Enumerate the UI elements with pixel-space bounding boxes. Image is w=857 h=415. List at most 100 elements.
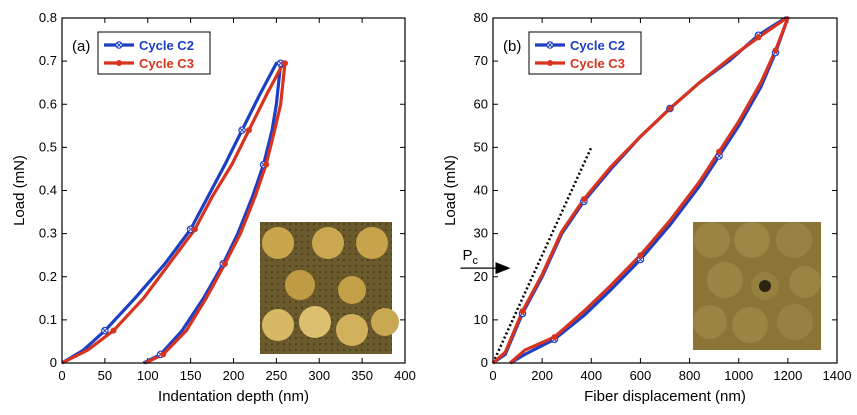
marker-cross xyxy=(239,127,245,133)
y-axis-label: Load (mN) xyxy=(442,155,459,226)
marker-cross xyxy=(116,42,122,48)
marker-cross xyxy=(188,226,193,232)
marker xyxy=(637,252,644,259)
x-axis-label: Fiber displacement (nm) xyxy=(584,388,746,405)
x-tick-label: 200 xyxy=(223,368,245,383)
x-tick-label: 1200 xyxy=(773,368,802,383)
marker-dot xyxy=(772,47,779,54)
marker xyxy=(666,105,673,112)
marker xyxy=(160,351,167,358)
y-tick-label: 0.2 xyxy=(39,269,57,284)
annotation-subscript: c xyxy=(473,255,479,267)
y-tick-label: 0 xyxy=(50,355,57,370)
marker-dot xyxy=(281,60,288,67)
panel-label: (b) xyxy=(503,38,521,55)
legend-label: Cycle C3 xyxy=(139,56,194,71)
panel-label: (a) xyxy=(72,38,90,55)
marker xyxy=(116,60,122,66)
marker xyxy=(281,60,288,67)
y-tick-label: 30 xyxy=(474,226,488,241)
y-tick-label: 0.1 xyxy=(39,312,57,327)
marker-dot xyxy=(637,252,644,259)
marker-dot xyxy=(716,148,723,155)
arrow-head xyxy=(495,262,511,275)
y-tick-label: 80 xyxy=(474,10,488,25)
inset-image-b xyxy=(693,222,821,350)
legend-label: Cycle C3 xyxy=(570,56,625,71)
x-tick-label: 0 xyxy=(489,368,496,383)
x-tick-label: 50 xyxy=(98,368,112,383)
plot-frame xyxy=(492,17,838,364)
marker-dot xyxy=(755,34,762,41)
y-tick-label: 20 xyxy=(474,269,488,284)
x-tick-label: 400 xyxy=(580,368,602,383)
y-tick-label: 0 xyxy=(481,355,488,370)
marker xyxy=(276,59,285,68)
marker-dot xyxy=(191,226,198,233)
x-tick-label: 300 xyxy=(308,368,330,383)
marker xyxy=(191,226,198,233)
x-tick-label: 600 xyxy=(630,368,652,383)
marker xyxy=(263,161,270,168)
marker xyxy=(221,260,228,267)
y-tick-label: 70 xyxy=(474,53,488,68)
marker-dot xyxy=(221,260,228,267)
x-tick-label: 800 xyxy=(679,368,701,383)
marker-dot xyxy=(245,127,252,134)
marker-dot xyxy=(116,60,122,66)
x-tick-label: 100 xyxy=(137,368,159,383)
y-tick-label: 0.3 xyxy=(39,226,57,241)
marker-cross xyxy=(547,42,553,48)
marker-dot xyxy=(551,334,558,341)
plot-frame xyxy=(61,17,406,364)
legend-label: Cycle C2 xyxy=(570,38,625,53)
y-tick-label: 40 xyxy=(474,183,488,198)
marker-dot xyxy=(519,308,526,315)
marker xyxy=(546,41,554,49)
marker xyxy=(772,47,779,54)
y-axis-label: Load (mN) xyxy=(11,155,28,226)
marker xyxy=(755,34,762,41)
marker xyxy=(547,60,553,66)
x-axis-label: Indentation depth (nm) xyxy=(158,388,309,405)
marker xyxy=(580,196,587,203)
x-tick-label: 0 xyxy=(58,368,65,383)
marker-dot xyxy=(263,161,270,168)
y-tick-label: 10 xyxy=(474,312,488,327)
marker-dot xyxy=(547,60,553,66)
marker-cross xyxy=(638,257,643,262)
marker xyxy=(519,308,526,315)
annotation: Pc xyxy=(462,247,478,267)
y-tick-label: 50 xyxy=(474,139,488,154)
marker-dot xyxy=(160,351,167,358)
marker-dot xyxy=(110,327,117,334)
marker-cross xyxy=(278,60,284,66)
marker xyxy=(551,334,558,341)
legend-box xyxy=(97,31,211,75)
y-tick-label: 0.5 xyxy=(39,139,57,154)
x-tick-label: 400 xyxy=(394,368,416,383)
marker-cross xyxy=(716,153,722,159)
x-tick-label: 350 xyxy=(351,368,373,383)
marker xyxy=(101,326,109,335)
marker xyxy=(110,327,117,334)
x-tick-label: 250 xyxy=(266,368,288,383)
legend-box xyxy=(528,31,642,75)
y-tick-label: 60 xyxy=(474,96,488,111)
legend-label: Cycle C2 xyxy=(139,38,194,53)
marker-cross xyxy=(102,328,108,334)
x-tick-label: 150 xyxy=(180,368,202,383)
marker xyxy=(716,148,723,155)
y-tick-label: 0.8 xyxy=(39,10,57,25)
inset-image-a xyxy=(260,222,399,354)
marker xyxy=(245,127,252,134)
y-tick-label: 0.6 xyxy=(39,96,57,111)
marker xyxy=(115,41,123,49)
marker-dot xyxy=(666,105,673,112)
tangent-line xyxy=(491,146,593,364)
x-tick-label: 200 xyxy=(531,368,553,383)
y-tick-label: 0.7 xyxy=(39,53,57,68)
y-tick-label: 0.4 xyxy=(39,183,57,198)
annotation-text: P xyxy=(462,247,472,264)
